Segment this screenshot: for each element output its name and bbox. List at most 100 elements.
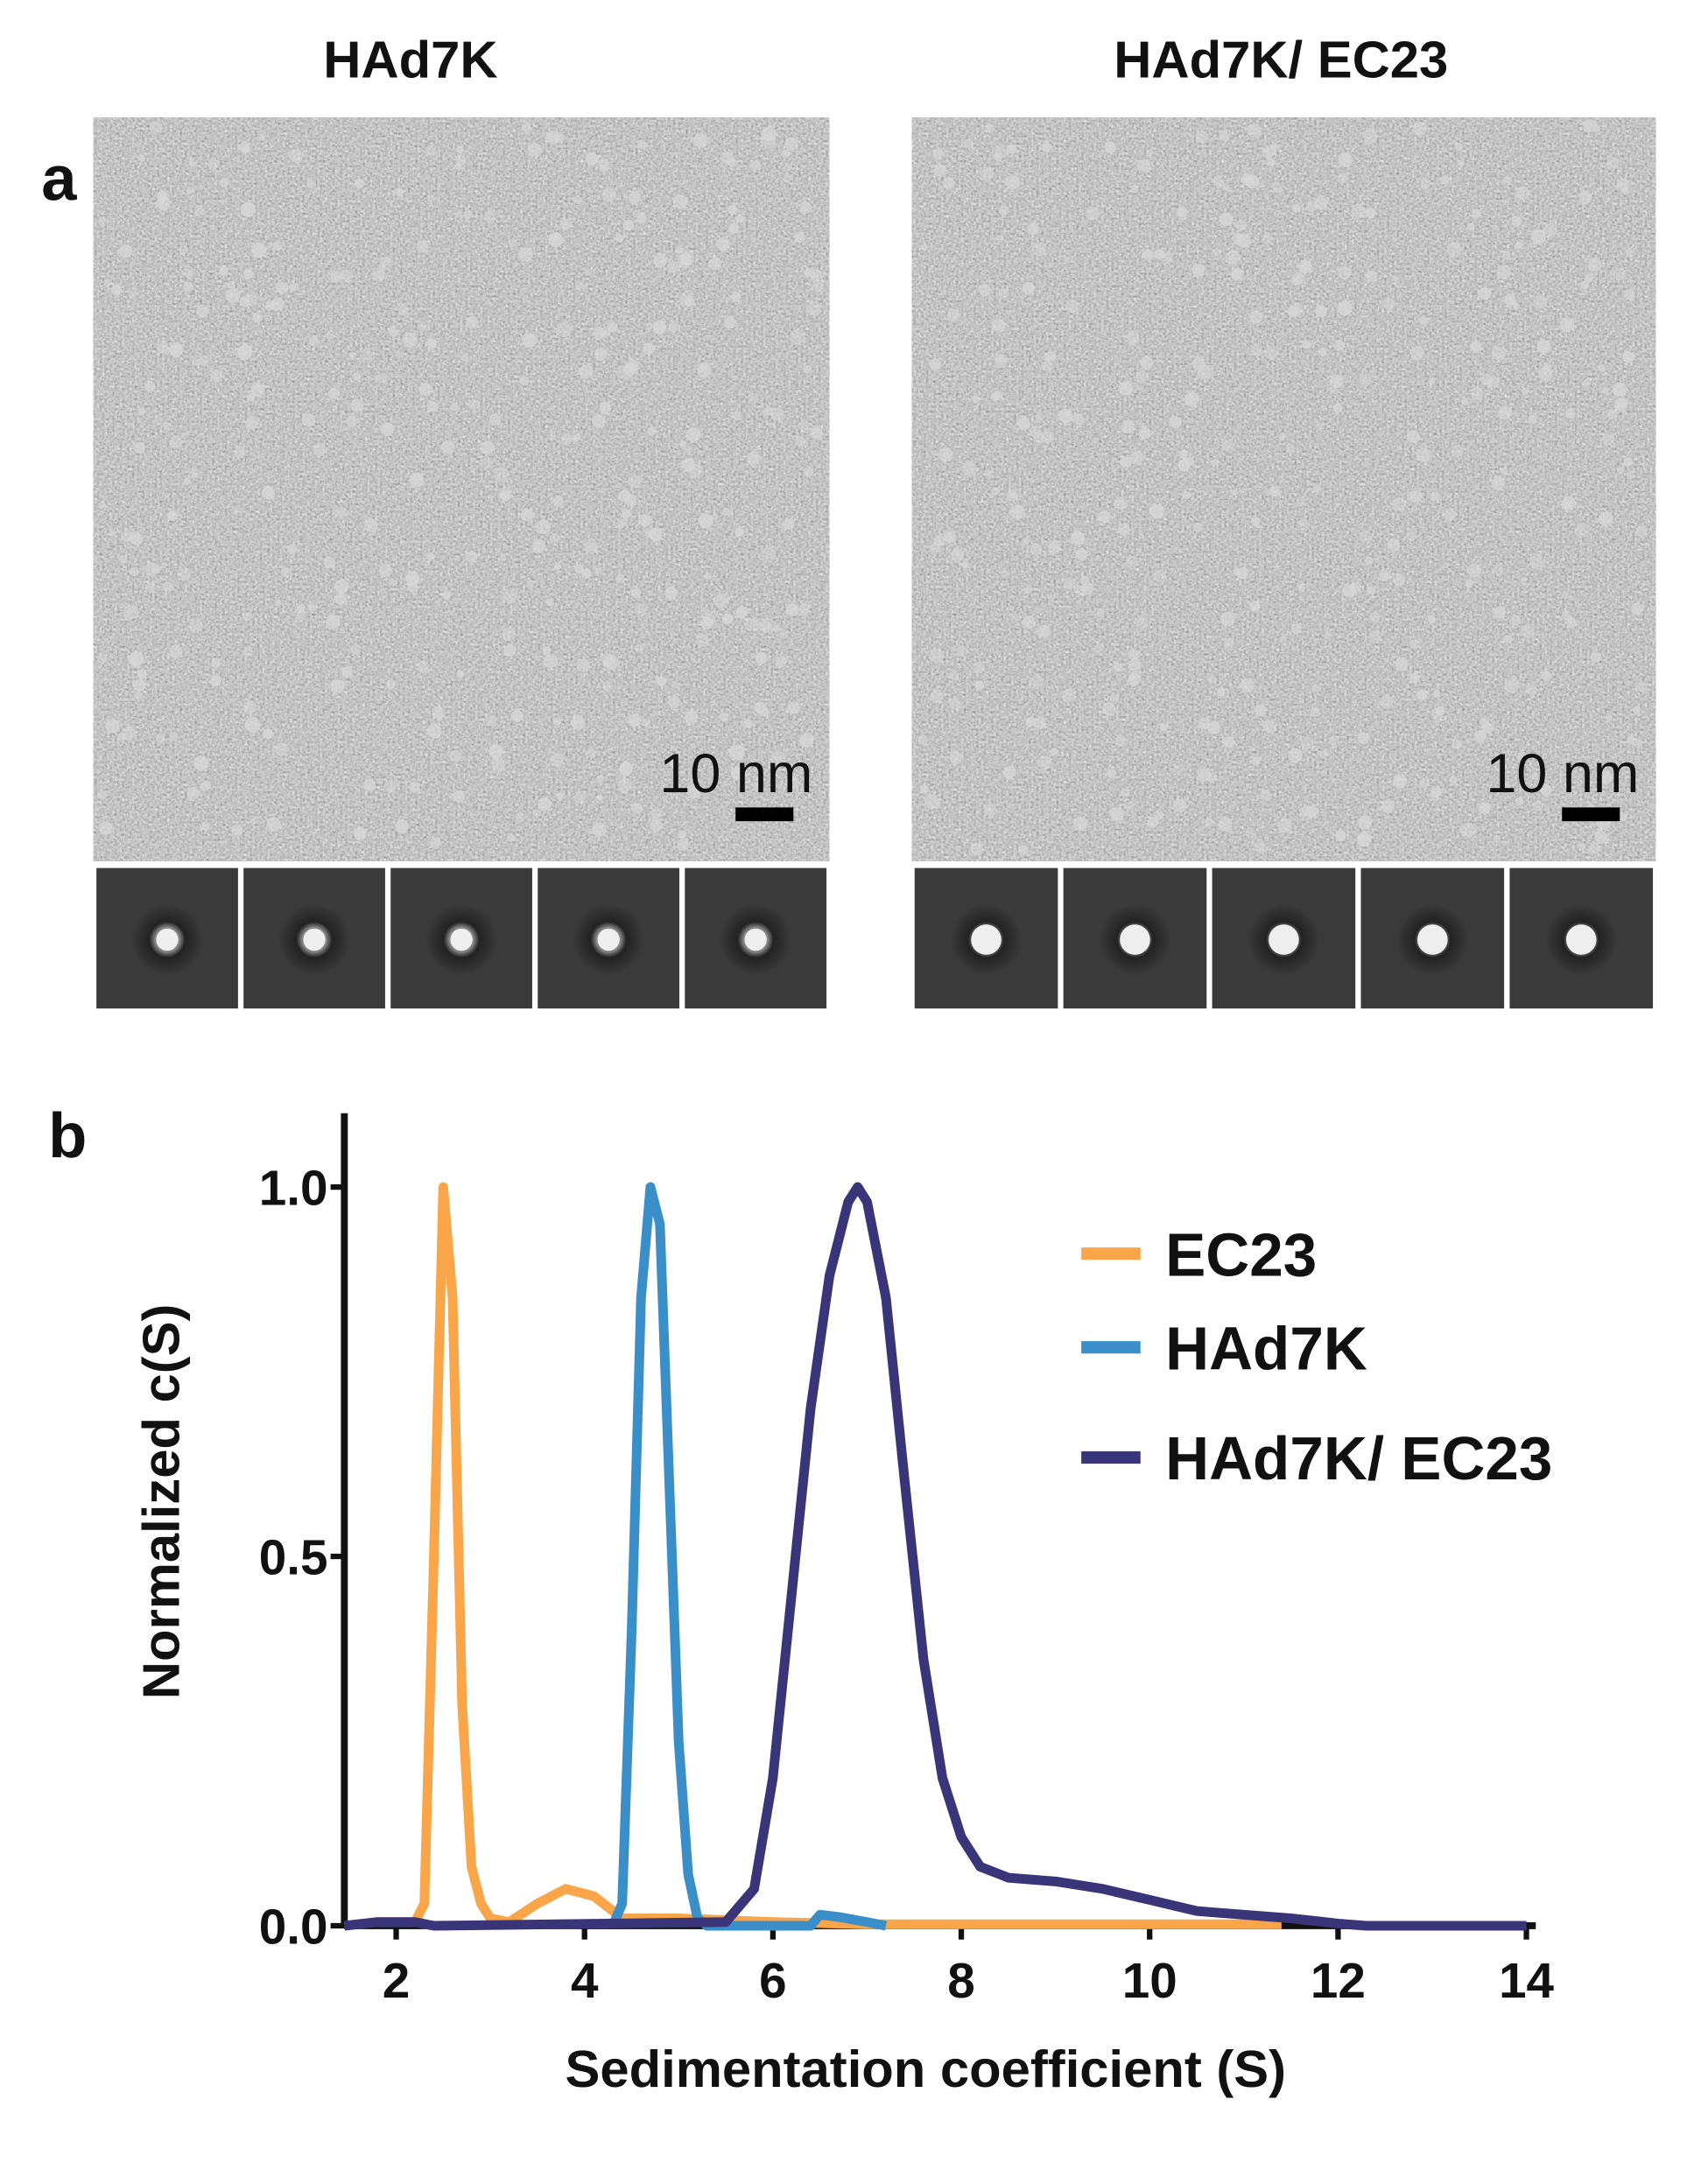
particle (735, 214, 745, 223)
particle (974, 680, 985, 691)
particle (696, 362, 713, 378)
particle (1521, 624, 1536, 639)
particle (1235, 220, 1247, 231)
particle (556, 792, 564, 800)
particle (711, 513, 719, 521)
particle (1310, 706, 1320, 717)
particle (1245, 827, 1256, 839)
particle (1263, 720, 1277, 734)
particle (790, 329, 805, 345)
x-axis-label: Sedimentation coefficient (S) (566, 2040, 1287, 2098)
micrograph (93, 117, 830, 861)
particle (352, 371, 362, 381)
particle (721, 613, 734, 625)
particle (1311, 684, 1320, 692)
particle (799, 201, 812, 214)
particle (628, 474, 642, 488)
particle (231, 824, 243, 836)
particle (1034, 717, 1046, 730)
particle (98, 501, 106, 509)
particle (1272, 182, 1283, 193)
particle (580, 568, 592, 579)
micrograph (911, 117, 1656, 861)
particle (1612, 382, 1627, 397)
particle (1211, 459, 1219, 467)
particle (735, 606, 749, 619)
particle (1006, 488, 1019, 502)
particle (763, 407, 772, 416)
particle (1419, 177, 1431, 189)
particle (169, 644, 183, 659)
particle (454, 163, 462, 171)
particle (782, 150, 791, 158)
particle (1290, 303, 1304, 317)
particle (626, 359, 639, 373)
particle (587, 748, 596, 758)
particle (182, 282, 193, 292)
particle (1530, 228, 1547, 245)
particle (1530, 554, 1546, 570)
particle (1129, 450, 1145, 466)
particle (201, 823, 209, 831)
particle (1058, 409, 1073, 424)
particle (430, 836, 441, 847)
particle (1367, 586, 1376, 594)
particle (1480, 374, 1493, 386)
particle (1251, 756, 1261, 766)
particle (1491, 346, 1507, 362)
particle (1494, 565, 1504, 575)
particle (1206, 720, 1221, 735)
particle (1416, 447, 1431, 463)
particle (1219, 611, 1235, 627)
particle (1315, 422, 1323, 430)
particle (1538, 367, 1553, 382)
particle (123, 603, 139, 620)
y-tick-label: 0.5 (259, 1530, 328, 1585)
particle (349, 643, 362, 656)
particle (353, 826, 367, 840)
particle (483, 211, 496, 223)
particle (1511, 215, 1522, 227)
particle (798, 419, 810, 432)
particle (1580, 280, 1589, 290)
particle (1406, 530, 1417, 542)
particle (348, 351, 356, 360)
particle (1262, 233, 1273, 243)
particle (134, 691, 144, 700)
particle (1337, 300, 1353, 316)
particle (647, 426, 657, 436)
particle (1109, 806, 1125, 822)
particle (1178, 449, 1189, 460)
particle (1037, 755, 1052, 770)
particle (545, 599, 554, 607)
particle (1191, 263, 1205, 277)
particle (1541, 671, 1552, 681)
particle (1288, 748, 1303, 763)
particle (727, 158, 737, 168)
particle (186, 786, 200, 799)
series-line (608, 1182, 888, 1931)
particle (1444, 509, 1456, 521)
particle (1192, 523, 1203, 533)
particle (1072, 413, 1084, 425)
particle (573, 195, 581, 205)
particle (1594, 831, 1608, 844)
particle (810, 269, 823, 282)
particle (752, 781, 763, 791)
particle (1578, 191, 1592, 205)
particle (576, 282, 586, 291)
particle (99, 821, 113, 835)
particle (720, 713, 729, 722)
particle (1042, 361, 1053, 371)
particle (1222, 736, 1235, 748)
particle (1369, 630, 1382, 643)
particle (638, 514, 651, 527)
particle (1248, 310, 1263, 324)
particle (503, 644, 517, 657)
particle (1231, 269, 1242, 280)
particle (1169, 416, 1182, 429)
particle (1009, 504, 1025, 520)
particle (1382, 298, 1395, 311)
particle (615, 573, 625, 583)
particle (688, 464, 703, 479)
